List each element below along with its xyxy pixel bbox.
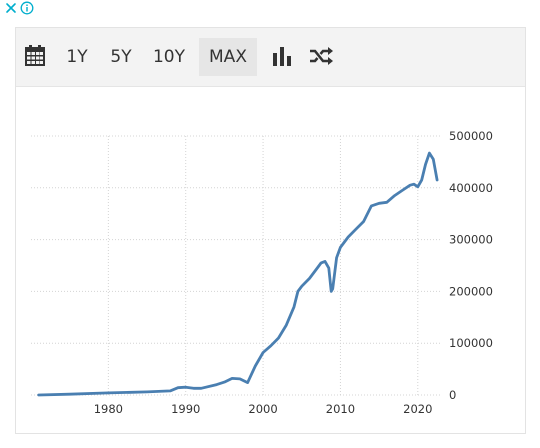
- ad-controls: [4, 1, 34, 15]
- info-icon[interactable]: [20, 1, 34, 15]
- y-tick-label: 300000: [449, 233, 493, 247]
- y-tick-label: 200000: [449, 284, 493, 298]
- bar-chart-icon[interactable]: [272, 47, 292, 70]
- y-tick-label: 100000: [449, 336, 493, 350]
- chart-toolbar: 1Y 5Y 10Y MAX: [16, 28, 525, 87]
- close-icon[interactable]: [4, 1, 18, 15]
- x-tick-label: 2010: [326, 402, 355, 416]
- x-tick-label: 2020: [403, 402, 432, 416]
- y-tick-label: 500000: [449, 129, 493, 143]
- x-tick-label: 1980: [94, 402, 123, 416]
- shuffle-icon[interactable]: [309, 46, 333, 70]
- range-max-button[interactable]: MAX: [199, 38, 257, 76]
- series-line: [37, 151, 439, 397]
- range-10y-button[interactable]: 10Y: [152, 47, 186, 67]
- x-tick-label: 2000: [248, 402, 277, 416]
- y-tick-label: 400000: [449, 181, 493, 195]
- chart-widget: 1Y 5Y 10Y MAX 0 100000 200000 300000 400000 5…: [15, 27, 526, 434]
- y-axis-labels: 0 100000 200000 300000 400000 500000: [449, 129, 493, 402]
- x-tick-label: 1990: [171, 402, 200, 416]
- x-axis-labels: 1980 1990 2000 2010 2020: [94, 402, 433, 416]
- range-1y-button[interactable]: 1Y: [66, 47, 88, 67]
- range-5y-button[interactable]: 5Y: [110, 47, 132, 67]
- y-tick-label: 0: [449, 388, 456, 402]
- grid: [31, 135, 441, 396]
- chart-canvas: 0 100000 200000 300000 400000 500000 1980 1990…: [31, 129, 493, 416]
- calendar-icon[interactable]: [25, 45, 45, 70]
